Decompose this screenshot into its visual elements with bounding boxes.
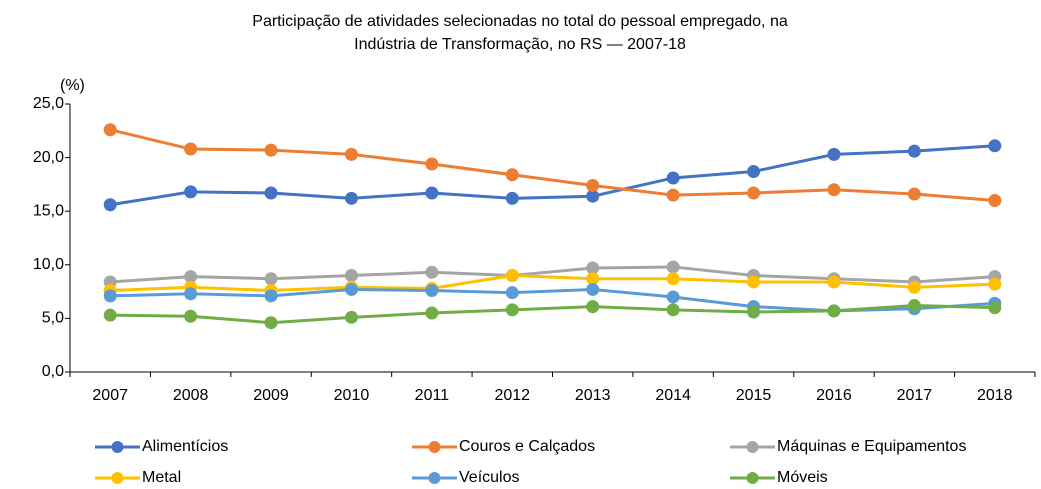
point xyxy=(666,272,680,286)
y-tick-label: 0,0 xyxy=(42,363,64,380)
point xyxy=(586,261,600,275)
x-tick-label: 2014 xyxy=(655,387,691,404)
point xyxy=(827,147,841,161)
point xyxy=(747,305,761,319)
point xyxy=(184,287,198,301)
legend-marker xyxy=(428,472,441,484)
point xyxy=(264,186,278,200)
point xyxy=(988,301,1002,315)
series-line xyxy=(110,274,995,293)
y-tick-label: 10,0 xyxy=(33,256,64,273)
legend-label: Alimentícios xyxy=(142,438,228,455)
x-tick-label: 2009 xyxy=(253,387,289,404)
chart-title: Indústria de Transformação, no RS — 2007… xyxy=(354,36,686,53)
legend-label: Metal xyxy=(142,469,181,486)
point xyxy=(344,191,358,205)
y-tick-label: 15,0 xyxy=(33,202,64,219)
point xyxy=(907,299,921,313)
point xyxy=(103,289,117,303)
legend-marker xyxy=(111,441,124,453)
point xyxy=(988,139,1002,153)
point xyxy=(505,286,519,300)
legend-label: Máquinas e Equipamentos xyxy=(777,438,966,455)
point xyxy=(264,289,278,303)
point xyxy=(666,171,680,185)
point xyxy=(344,147,358,161)
legend-marker xyxy=(428,441,441,453)
point xyxy=(907,187,921,201)
point xyxy=(586,189,600,203)
point xyxy=(505,269,519,283)
point xyxy=(505,191,519,205)
x-tick-label: 2018 xyxy=(977,387,1013,404)
point xyxy=(907,280,921,294)
point xyxy=(264,143,278,157)
point xyxy=(666,260,680,274)
x-tick-label: 2011 xyxy=(415,387,450,404)
point xyxy=(988,193,1002,207)
point xyxy=(264,316,278,330)
point xyxy=(586,178,600,192)
point xyxy=(666,303,680,317)
point xyxy=(827,275,841,289)
point xyxy=(184,309,198,323)
y-tick-label: 5,0 xyxy=(42,310,64,327)
point xyxy=(666,188,680,202)
point xyxy=(586,300,600,314)
legend-marker xyxy=(746,441,759,453)
point xyxy=(425,284,439,298)
point xyxy=(264,272,278,286)
point xyxy=(747,186,761,200)
point xyxy=(344,269,358,283)
point xyxy=(425,157,439,171)
legend-marker xyxy=(111,472,124,484)
x-tick-label: 2008 xyxy=(173,387,209,404)
point xyxy=(184,270,198,284)
point xyxy=(747,165,761,179)
legend-label: Móveis xyxy=(777,469,828,486)
point xyxy=(425,306,439,320)
point xyxy=(747,275,761,289)
x-tick-label: 2017 xyxy=(897,387,933,404)
series-line xyxy=(110,304,995,325)
series-line xyxy=(109,144,995,207)
point xyxy=(184,185,198,199)
x-tick-label: 2016 xyxy=(816,387,852,404)
point xyxy=(425,186,439,200)
point xyxy=(586,282,600,296)
y-tick-label: 25,0 xyxy=(33,95,64,112)
point xyxy=(184,142,198,156)
point xyxy=(505,168,519,182)
y-tick-label: 20,0 xyxy=(33,149,64,166)
point xyxy=(103,198,117,212)
point xyxy=(907,144,921,158)
point xyxy=(425,265,439,279)
legend-marker xyxy=(746,472,759,484)
legend-label: Veículos xyxy=(459,469,519,486)
chart-title: Participação de atividades selecionadas … xyxy=(252,13,788,30)
x-tick-label: 2010 xyxy=(334,387,370,404)
y-unit-label: (%) xyxy=(60,77,85,94)
point xyxy=(505,303,519,317)
point xyxy=(103,308,117,322)
point xyxy=(827,304,841,318)
point xyxy=(344,310,358,324)
x-tick-label: 2015 xyxy=(736,387,772,404)
x-tick-label: 2013 xyxy=(575,387,611,404)
point xyxy=(586,272,600,286)
point xyxy=(666,290,680,304)
series-line xyxy=(109,128,995,202)
series-line xyxy=(110,265,995,284)
point xyxy=(103,123,117,137)
point xyxy=(344,282,358,296)
legend-label: Couros e Calçados xyxy=(459,438,595,455)
x-tick-label: 2007 xyxy=(92,387,128,404)
point xyxy=(988,277,1002,291)
point xyxy=(827,183,841,197)
x-tick-label: 2012 xyxy=(494,387,530,404)
